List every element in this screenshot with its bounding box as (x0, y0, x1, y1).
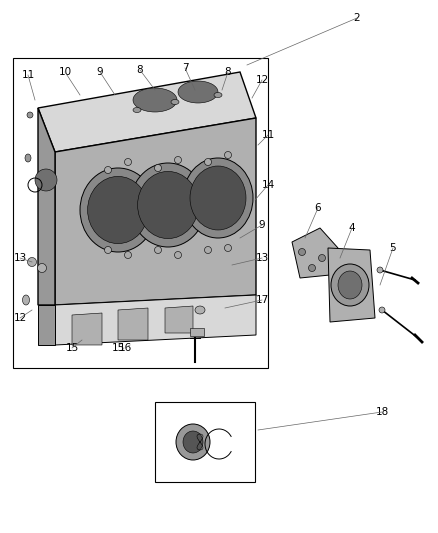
Text: 15: 15 (111, 343, 125, 353)
Polygon shape (55, 118, 256, 305)
Text: 11: 11 (261, 130, 275, 140)
Ellipse shape (35, 169, 57, 191)
Text: 5: 5 (390, 243, 396, 253)
Ellipse shape (155, 165, 162, 172)
Ellipse shape (183, 158, 253, 238)
Text: 9: 9 (97, 67, 103, 77)
Ellipse shape (338, 271, 362, 299)
Ellipse shape (205, 246, 212, 254)
Ellipse shape (205, 158, 212, 166)
Ellipse shape (88, 176, 148, 244)
Ellipse shape (28, 257, 36, 266)
Ellipse shape (318, 254, 325, 262)
Text: 18: 18 (375, 407, 389, 417)
Ellipse shape (308, 264, 315, 271)
Bar (190, 328, 204, 336)
Ellipse shape (377, 267, 383, 273)
Polygon shape (55, 295, 256, 345)
Text: 10: 10 (58, 67, 71, 77)
Text: 8: 8 (137, 65, 143, 75)
Text: 14: 14 (261, 180, 275, 190)
Ellipse shape (299, 248, 305, 255)
Text: 16: 16 (118, 343, 132, 353)
Text: 8: 8 (225, 67, 231, 77)
Ellipse shape (190, 166, 246, 230)
Bar (13, 58, 268, 368)
Text: 9: 9 (259, 220, 265, 230)
Ellipse shape (22, 295, 29, 305)
Ellipse shape (183, 431, 203, 453)
Ellipse shape (174, 252, 181, 259)
Ellipse shape (130, 163, 206, 247)
Ellipse shape (214, 93, 222, 98)
Ellipse shape (124, 158, 131, 166)
Polygon shape (165, 306, 193, 333)
Text: 13: 13 (255, 253, 268, 263)
Ellipse shape (80, 168, 156, 252)
Text: 4: 4 (349, 223, 355, 233)
Polygon shape (118, 308, 148, 340)
Ellipse shape (379, 307, 385, 313)
Text: 15: 15 (65, 343, 79, 353)
Ellipse shape (25, 154, 31, 162)
Text: 2: 2 (354, 13, 360, 23)
Ellipse shape (105, 246, 112, 254)
Text: 11: 11 (21, 70, 35, 80)
Polygon shape (292, 228, 338, 278)
Ellipse shape (133, 88, 177, 112)
Ellipse shape (155, 246, 162, 254)
Ellipse shape (176, 424, 210, 460)
Polygon shape (72, 313, 102, 345)
Text: 6: 6 (314, 203, 321, 213)
Polygon shape (38, 305, 55, 345)
Polygon shape (38, 108, 55, 305)
Text: 7: 7 (182, 63, 188, 73)
Ellipse shape (225, 151, 232, 158)
Ellipse shape (178, 81, 218, 103)
Ellipse shape (124, 252, 131, 259)
Ellipse shape (133, 108, 141, 112)
Text: 17: 17 (255, 295, 268, 305)
Ellipse shape (195, 306, 205, 314)
Ellipse shape (331, 264, 369, 306)
Ellipse shape (105, 166, 112, 174)
Polygon shape (328, 248, 375, 322)
Text: 12: 12 (255, 75, 268, 85)
Ellipse shape (174, 157, 181, 164)
Text: 13: 13 (14, 253, 27, 263)
Ellipse shape (138, 172, 198, 239)
Bar (155, 402, 255, 482)
Ellipse shape (225, 245, 232, 252)
Ellipse shape (38, 263, 46, 272)
Ellipse shape (171, 100, 179, 104)
Polygon shape (38, 72, 256, 152)
Text: 12: 12 (14, 313, 27, 323)
Ellipse shape (27, 112, 33, 118)
